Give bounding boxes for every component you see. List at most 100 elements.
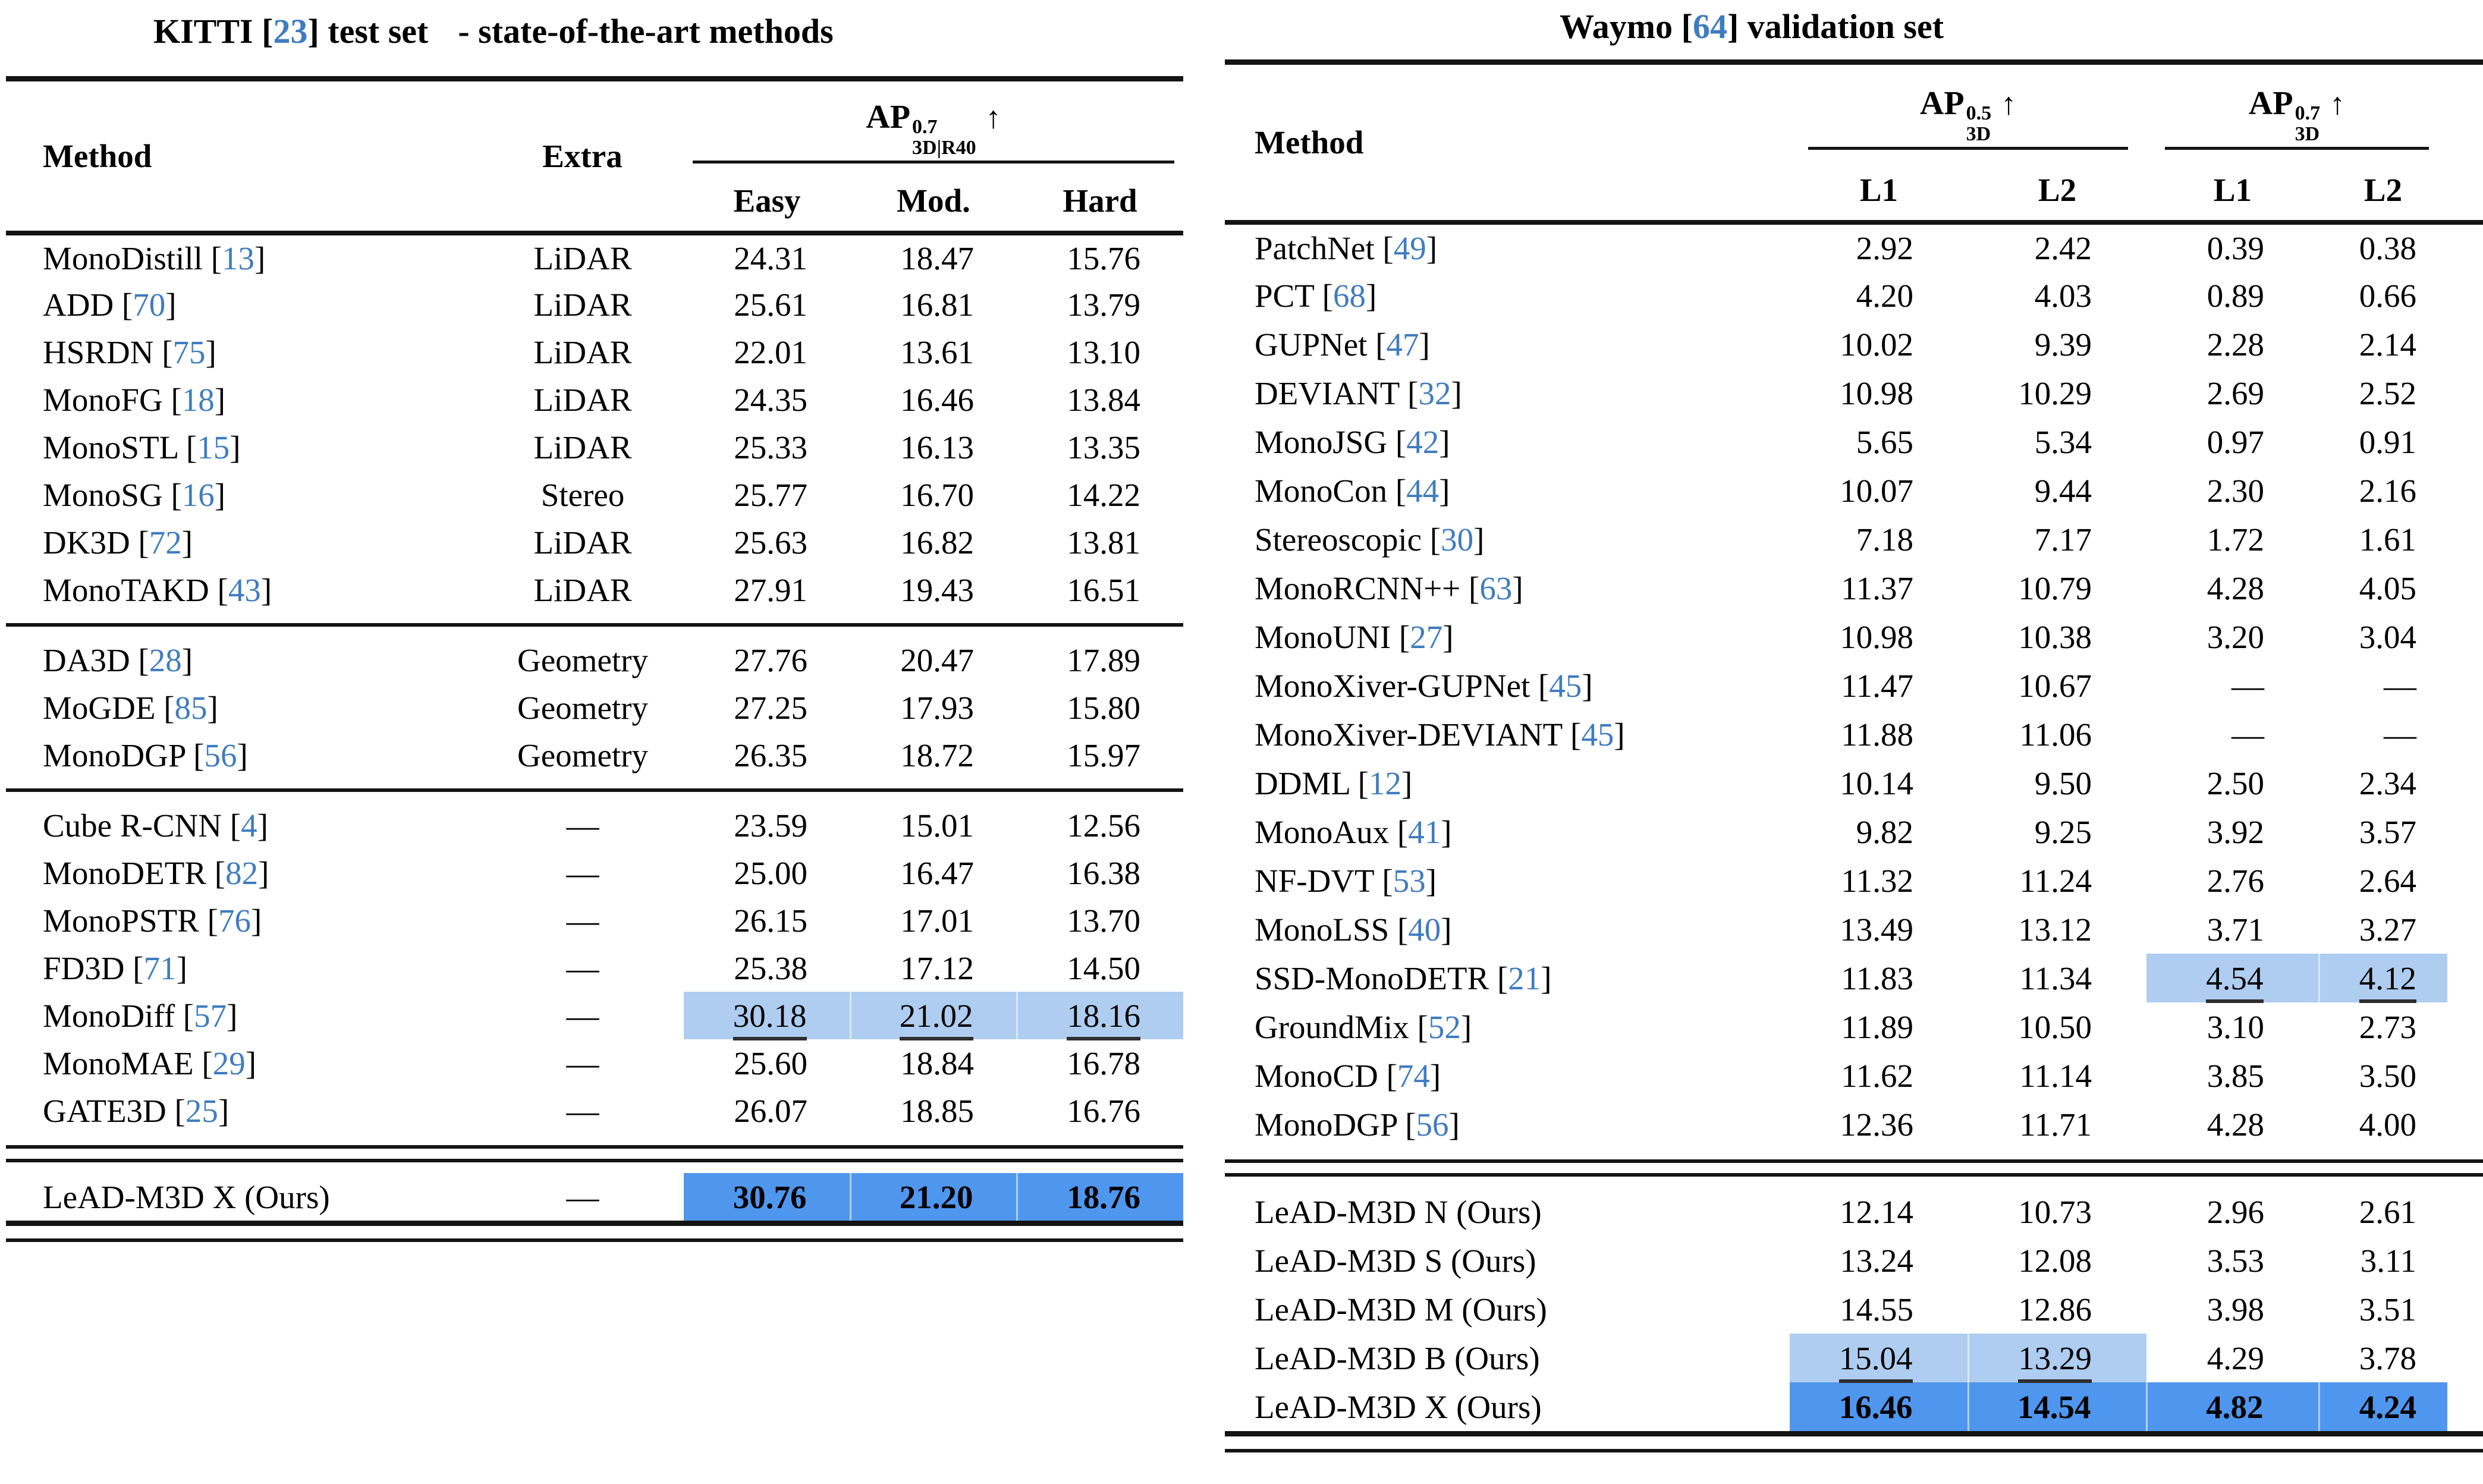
- table-row: DEVIANT [32] 10.98 10.29 2.69 2.52: [1225, 369, 2483, 417]
- value-cell: 22.01: [684, 328, 850, 376]
- value-cell: 2.92: [1790, 222, 1968, 271]
- spacer-cell: [2447, 222, 2483, 271]
- value-cell: 2.14: [2319, 320, 2447, 369]
- citation-ref[interactable]: 72: [149, 524, 182, 561]
- method-cell: MonoDistill [13]: [43, 240, 266, 276]
- method-cell: MonoJSG [42]: [1255, 423, 1450, 460]
- citation-ref[interactable]: 13: [222, 240, 255, 276]
- value-cell: 0.89: [2146, 271, 2319, 320]
- value-text: 3.98: [2207, 1291, 2264, 1328]
- citation-ref[interactable]: 41: [1408, 813, 1441, 850]
- citation-ref[interactable]: 45: [1581, 716, 1614, 753]
- citation-ref[interactable]: 63: [1479, 570, 1513, 606]
- table-row: LeAD-M3D N (Ours) 12.14 10.73 2.96 2.61: [1225, 1187, 2483, 1236]
- value-text: 4.28: [2207, 1106, 2264, 1143]
- value-text: 11.71: [2019, 1106, 2092, 1143]
- citation-ref[interactable]: 47: [1386, 326, 1419, 363]
- citation-ref[interactable]: 53: [1393, 862, 1426, 899]
- table-row: PatchNet [49] 2.92 2.42 0.39 0.38: [1225, 222, 2483, 271]
- extra-cell: —: [566, 1045, 599, 1081]
- citation-ref[interactable]: 52: [1428, 1008, 1461, 1045]
- citation-ref[interactable]: 15: [197, 429, 230, 466]
- value-cell: 3.53: [2146, 1236, 2319, 1285]
- citation-ref[interactable]: 76: [218, 902, 251, 939]
- citation-ref[interactable]: 4: [241, 807, 257, 844]
- citation-ref[interactable]: 40: [1408, 911, 1441, 948]
- table-row: GUPNet [47] 10.02 9.39 2.28 2.14: [1225, 320, 2483, 369]
- spacer-cell: [2447, 515, 2483, 564]
- citation-ref[interactable]: 28: [149, 642, 182, 678]
- value-text: 13.49: [1840, 911, 1913, 948]
- citation-ref[interactable]: 68: [1332, 277, 1366, 314]
- value-text: 3.92: [2207, 813, 2264, 850]
- value-text: 16.46: [1838, 1388, 1913, 1425]
- table-row: HSRDN [75] LiDAR 22.01 13.61 13.10: [6, 328, 1183, 376]
- value-cell: 25.63: [684, 518, 850, 566]
- citation-ref[interactable]: 85: [174, 689, 208, 726]
- value-text: 18.16: [1067, 997, 1141, 1040]
- value-text: 16.70: [900, 476, 974, 513]
- value-cell: 16.46: [1790, 1382, 1968, 1431]
- value-cell: 13.35: [1017, 423, 1183, 471]
- value-text: 27.76: [734, 642, 807, 678]
- value-text: 3.85: [2207, 1057, 2264, 1094]
- separator-rule: [1225, 1159, 2483, 1177]
- citation-ref[interactable]: 64: [1692, 7, 1727, 46]
- citation-ref[interactable]: 57: [194, 997, 227, 1034]
- value-cell: 2.69: [2146, 369, 2319, 417]
- value-text: —: [2384, 716, 2416, 753]
- kitti-title: KITTI [23] test set: [142, 0, 441, 63]
- citation-ref[interactable]: 29: [212, 1045, 246, 1081]
- ap-subscript: 3D|R40: [912, 137, 976, 159]
- citation-ref[interactable]: 43: [228, 571, 261, 608]
- value-text: 9.50: [2034, 765, 2092, 801]
- value-cell: 13.61: [850, 328, 1017, 376]
- spacer-cell: [2447, 905, 2483, 954]
- value-text: 17.89: [1067, 642, 1141, 678]
- table-row: Stereoscopic [30] 7.18 7.17 1.72 1.61: [1225, 515, 2483, 564]
- value-cell: 21.20: [849, 1173, 1017, 1221]
- value-text: 18.47: [900, 240, 974, 276]
- value-text: 14.50: [1067, 949, 1141, 986]
- table-row: LeAD-M3D X (Ours) 16.46 14.54 4.82 4.24: [1225, 1382, 2483, 1431]
- citation-ref[interactable]: 70: [133, 286, 166, 323]
- citation-ref[interactable]: 56: [1416, 1106, 1449, 1143]
- value-cell: 27.25: [684, 684, 850, 731]
- value-text: 24.31: [734, 240, 807, 276]
- value-cell: —: [2146, 710, 2319, 759]
- value-cell: 1.72: [2146, 515, 2319, 564]
- citation-ref[interactable]: 18: [181, 381, 215, 418]
- citation-ref[interactable]: 32: [1418, 375, 1451, 411]
- value-cell: 7.17: [1968, 515, 2146, 564]
- citation-ref[interactable]: 25: [185, 1092, 218, 1129]
- citation-ref[interactable]: 82: [225, 854, 259, 891]
- table-row: MonoMAE [29] — 25.60 18.84 16.78: [6, 1039, 1183, 1087]
- value-text: 7.17: [2034, 521, 2092, 558]
- value-text: 16.47: [900, 854, 974, 891]
- value-text: 18.72: [900, 737, 974, 774]
- citation-ref[interactable]: 12: [1368, 765, 1401, 801]
- citation-ref[interactable]: 49: [1393, 229, 1426, 266]
- spacer-cell: [2447, 856, 2483, 905]
- citation-ref[interactable]: 44: [1406, 472, 1439, 509]
- value-cell: 24.31: [684, 233, 850, 281]
- citation-ref[interactable]: 16: [181, 476, 215, 513]
- citation-ref[interactable]: 74: [1397, 1057, 1430, 1094]
- value-cell: 15.80: [1017, 684, 1183, 731]
- value-cell: 4.20: [1790, 271, 1968, 320]
- citation-ref[interactable]: 75: [172, 334, 206, 370]
- citation-ref[interactable]: 21: [1508, 960, 1541, 996]
- method-cell: MonoDETR [82]: [43, 854, 269, 891]
- method-cell: MonoFG [18]: [43, 381, 226, 418]
- table-row: PCT [68] 4.20 4.03 0.89 0.66: [1225, 271, 2483, 320]
- citation-ref[interactable]: 71: [143, 949, 177, 986]
- citation-ref[interactable]: 45: [1549, 667, 1582, 704]
- citation-ref[interactable]: 30: [1441, 521, 1474, 558]
- citation-ref[interactable]: 42: [1406, 423, 1439, 460]
- citation-ref[interactable]: 23: [273, 12, 308, 51]
- value-text: 11.32: [1841, 862, 1913, 899]
- citation-ref[interactable]: 56: [204, 737, 237, 774]
- value-text: 17.01: [900, 902, 974, 939]
- value-cell: 11.88: [1790, 710, 1968, 759]
- citation-ref[interactable]: 27: [1410, 618, 1443, 655]
